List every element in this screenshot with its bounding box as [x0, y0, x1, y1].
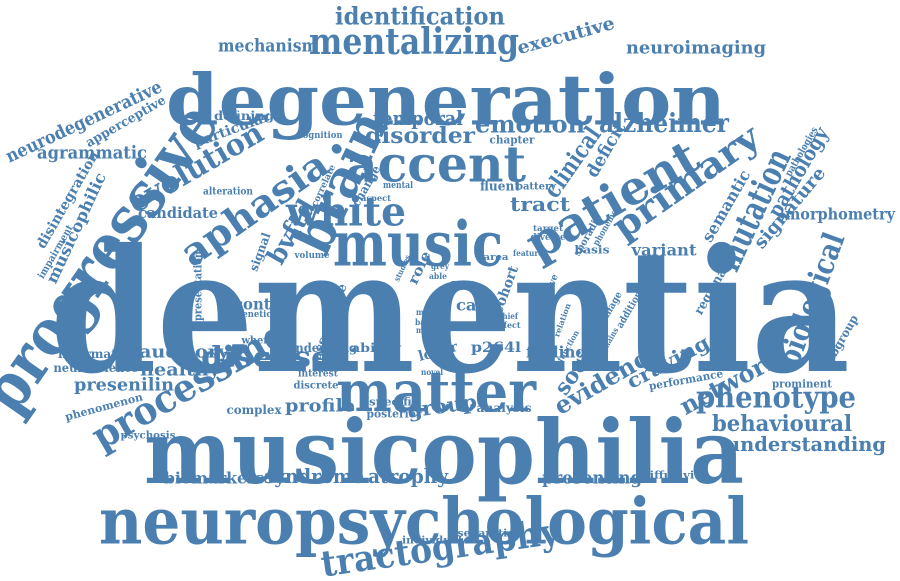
word-profile: profile — [285, 396, 355, 417]
word-candidate: candidate — [138, 204, 218, 222]
word-matter: matter — [336, 359, 537, 425]
word-information: information — [58, 347, 138, 361]
word-phenotype: phenotype — [696, 381, 856, 416]
word-identification: identification — [335, 2, 505, 31]
word-control: control — [234, 295, 294, 314]
word-discrete: discrete — [294, 381, 339, 392]
word-defining: defining — [214, 109, 275, 123]
word-aspect: aspect — [361, 193, 391, 203]
word-presenilin: presenilin — [74, 375, 174, 396]
word-case: case — [456, 296, 496, 315]
word-musicophilia: musicophilia — [144, 400, 744, 504]
word-volume: volume — [294, 251, 330, 261]
word-behavioural: behavioural — [712, 411, 852, 437]
word-understanding: understanding — [726, 432, 886, 456]
word-neural: neural — [371, 293, 390, 343]
word-target: target — [533, 223, 563, 233]
word-mental: mental — [383, 181, 413, 191]
word-alteration: alteration — [203, 187, 254, 198]
word-specific: specific — [369, 396, 419, 409]
word-separation: separation — [458, 529, 524, 540]
word-cognition: cognition — [298, 131, 343, 141]
word-battery: battery — [516, 182, 557, 193]
word-individual: individual — [402, 536, 462, 547]
word-p264l: p264l — [471, 340, 521, 356]
word-tract: tract — [510, 192, 571, 216]
word-effect: effect — [496, 320, 521, 330]
word-alzheimer: alzheimer — [599, 109, 729, 139]
word-lobe: lobe — [451, 280, 481, 293]
word-disease: disease — [201, 341, 331, 374]
word-most: most — [416, 307, 436, 317]
word-presentation: presentation — [192, 251, 205, 321]
word-auditory: auditory — [139, 342, 230, 363]
word-biomarkers: biomarkers — [164, 469, 264, 488]
word-finding: finding — [526, 343, 586, 362]
word-fluent: fluent — [480, 180, 520, 195]
word-chief: chief — [498, 311, 518, 321]
word-interest: interest — [298, 369, 338, 380]
word-genetic: genetic — [237, 310, 272, 320]
word-chapter: chapter — [490, 134, 535, 147]
word-able: able — [429, 271, 447, 281]
word-basis: basis — [575, 244, 610, 257]
word-atrophy: atrophy — [368, 464, 449, 488]
word-executive: executive — [515, 13, 617, 59]
word-diverse: diverse — [531, 233, 566, 243]
word-whereas: whereas — [241, 336, 287, 347]
word-syndrome: syndrome — [264, 464, 364, 488]
word-mechanism: mechanism — [218, 36, 318, 57]
word-presenting: presenting — [542, 468, 642, 489]
word-grey: grey — [431, 261, 449, 271]
word-accent: accent — [346, 135, 526, 194]
word-variant: variant — [630, 241, 697, 260]
word-neuroimaging: neuroimaging — [626, 38, 766, 59]
word-novel: novel — [421, 367, 443, 377]
word-healthy: healthy — [140, 360, 221, 381]
word-posterior: posterior — [367, 408, 422, 421]
word-diffusivity: diffusivity — [642, 471, 708, 482]
word-neuropsychological: neuropsychological — [99, 485, 749, 560]
word-morphometry: morphometry — [785, 205, 896, 224]
word-complex: complex — [227, 403, 283, 417]
word-analysis: analysis — [477, 401, 532, 415]
word-disorder: disorder — [365, 123, 475, 149]
word-ability: ability — [351, 341, 402, 355]
word-music: music — [333, 208, 503, 281]
word-prominent: prominent — [772, 378, 833, 391]
word-emotion: emotion — [475, 110, 585, 139]
word-basic: basic — [415, 317, 437, 327]
word-agrammatic: agrammatic — [37, 143, 147, 164]
word-area: area — [484, 253, 509, 263]
word-temporal: temporal — [373, 106, 463, 130]
word-dementia: dementia — [50, 212, 850, 412]
word-mentalizing: mentalizing — [309, 21, 519, 63]
word-underlying: underlying — [287, 341, 358, 355]
word-feature: feature — [513, 248, 543, 258]
word-neuroscience: neuroscience — [54, 361, 139, 375]
word-white: white — [285, 189, 406, 236]
word-more: more — [416, 325, 436, 335]
word-psychosis: psychosis — [121, 431, 176, 442]
word-degeneration: degeneration — [166, 59, 726, 142]
